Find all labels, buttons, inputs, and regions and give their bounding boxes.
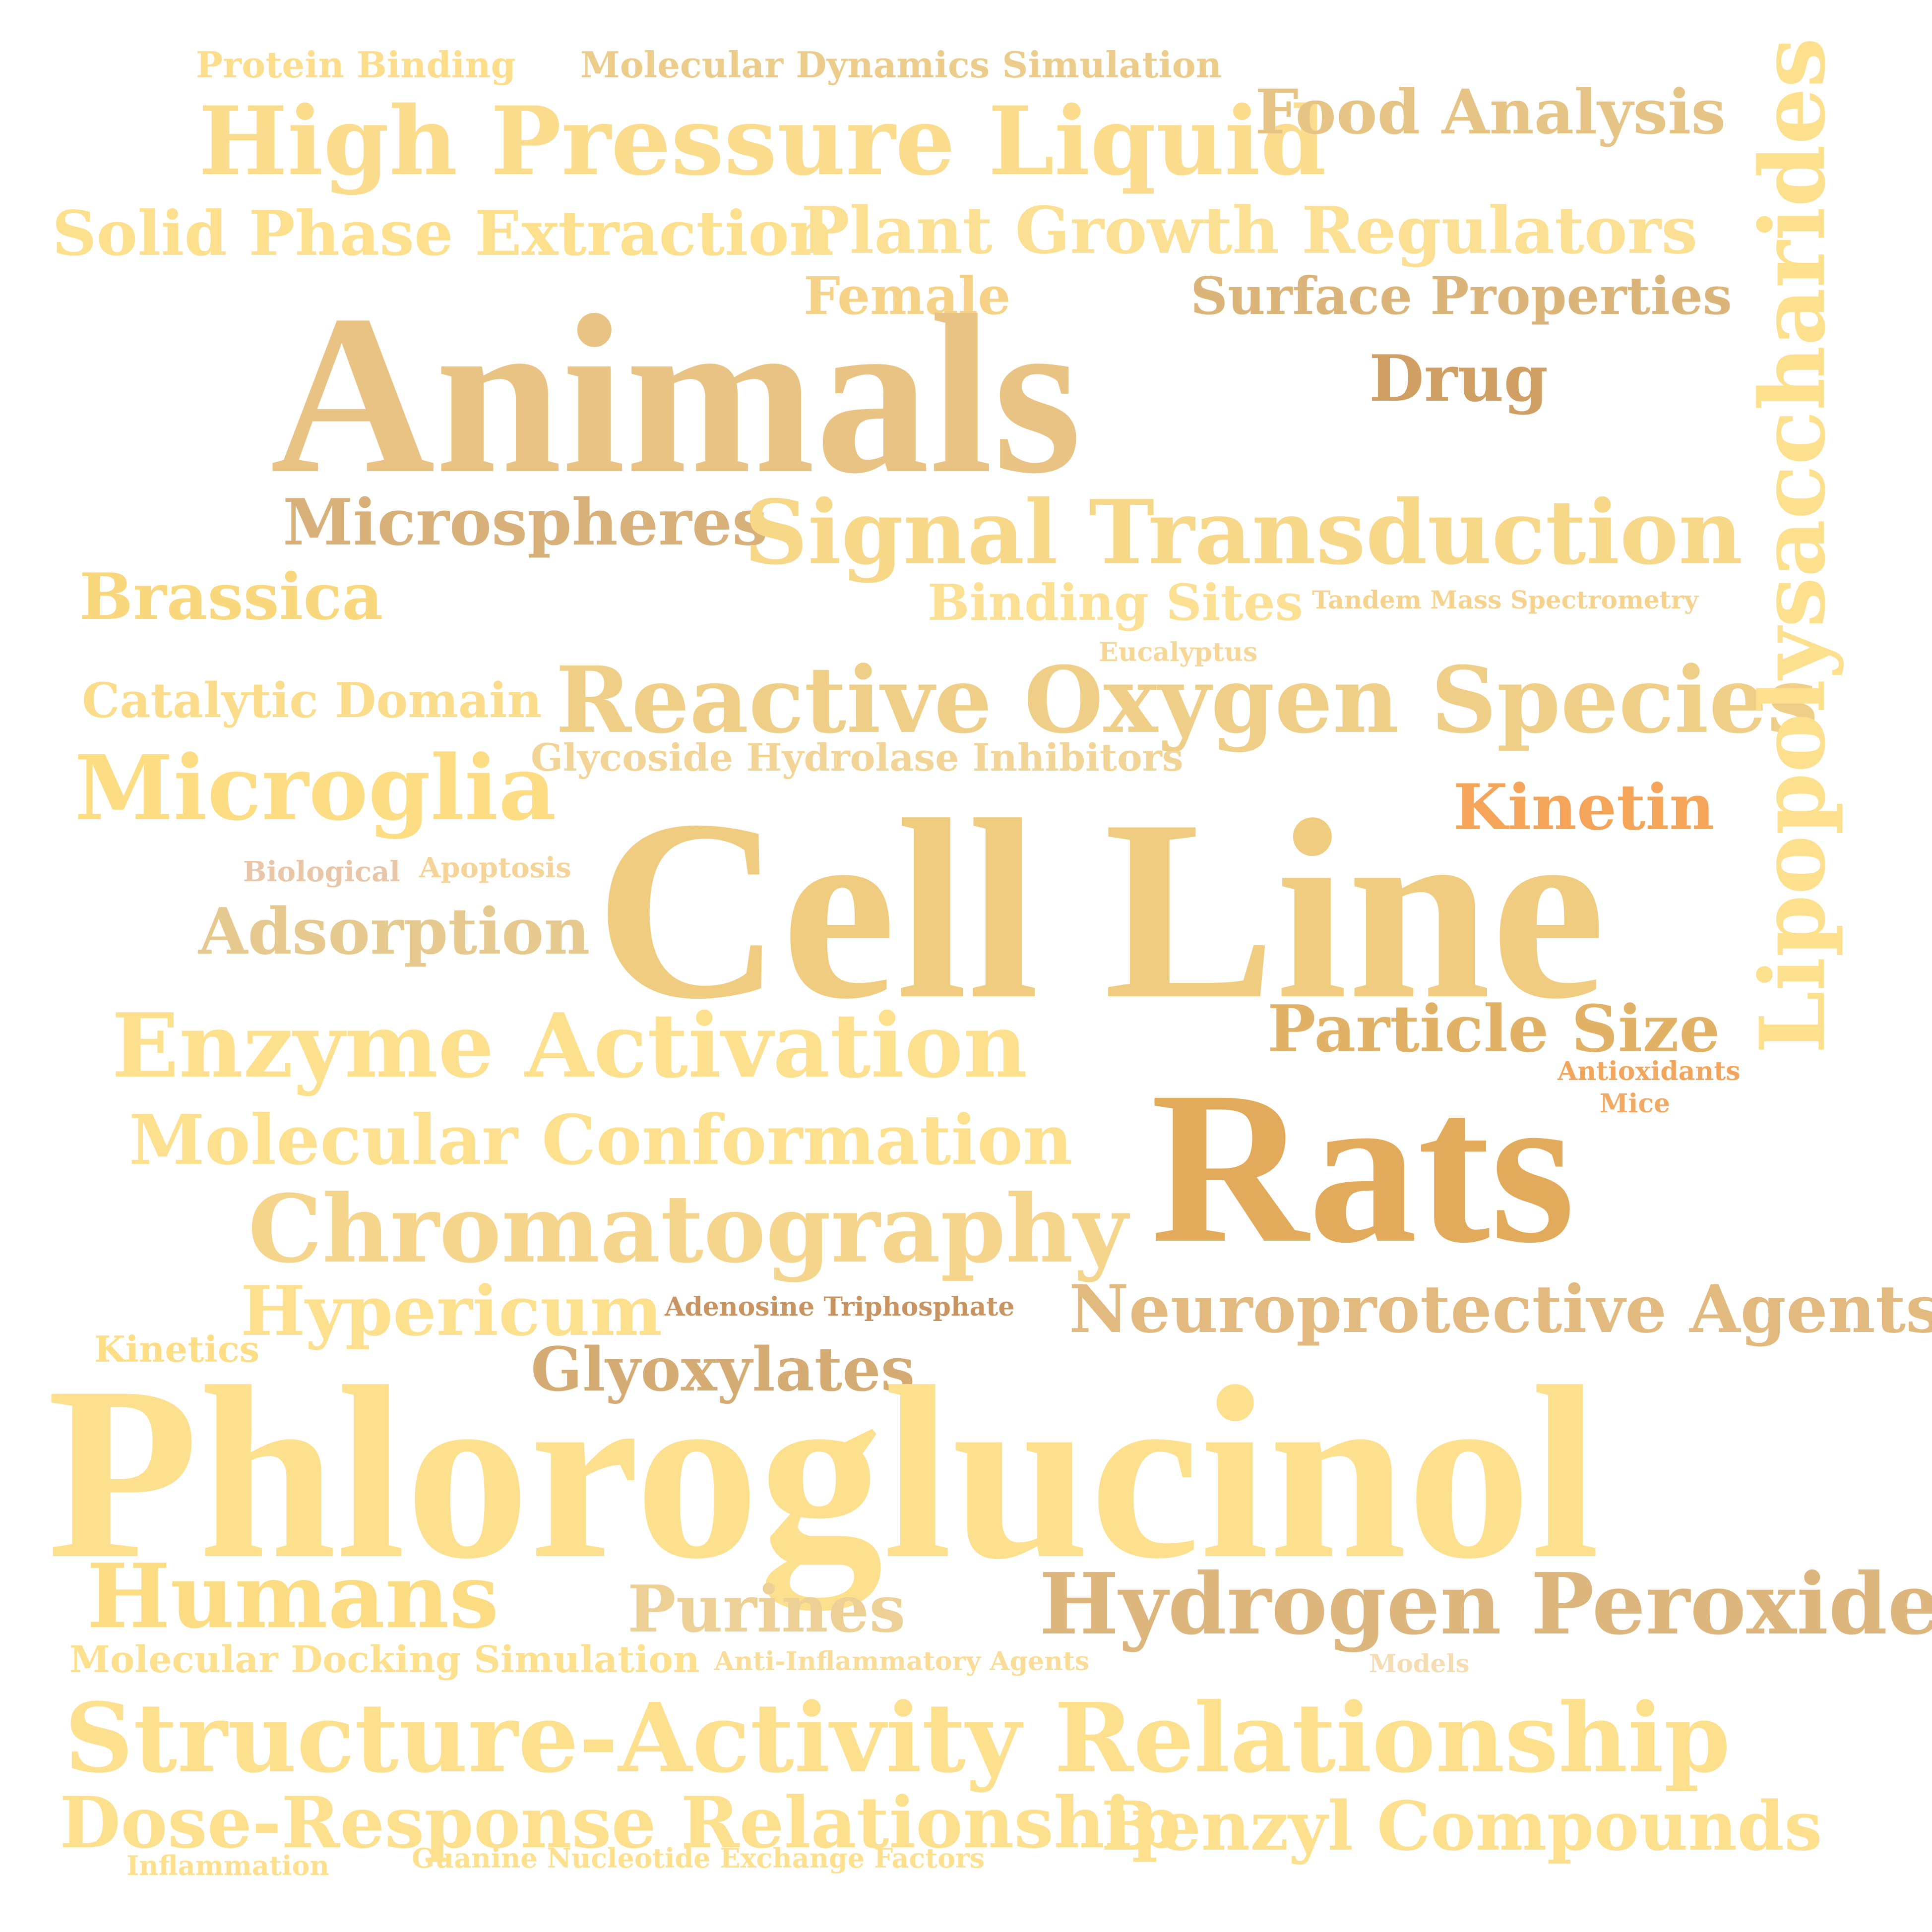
word-tandem-mass-spectrometry: Tandem Mass Spectrometry [1312, 585, 1699, 614]
word-particle-size: Particle Size [1267, 991, 1720, 1067]
word-food-analysis: Food Analysis [1255, 76, 1726, 148]
word-plant-growth-regulators: Plant Growth Regulators [801, 192, 1698, 268]
word-neuroprotective-agents: Neuroprotective Agents [1069, 1271, 1932, 1348]
word-purines: Purines [627, 1571, 906, 1647]
word-biological: Biological [243, 855, 400, 888]
word-kinetics: Kinetics [94, 1328, 260, 1370]
word-hydrogen-peroxide: Hydrogen Peroxide [1039, 1555, 1932, 1654]
word-signal-transduction: Signal Transduction [744, 481, 1743, 584]
word-inflammation: Inflammation [126, 1850, 329, 1881]
word-glycoside-hydrolase-inhibitors: Glycoside Hydrolase Inhibitors [531, 735, 1184, 780]
word-phloroglucinol: Phloroglucinol [47, 1335, 1600, 1610]
word-microglia: Microglia [74, 736, 557, 841]
word-dose-response-relationship: Dose-Response Relationship [60, 1782, 1181, 1864]
word-eucalyptus: Eucalyptus [1099, 637, 1258, 667]
word-mice: Mice [1600, 1088, 1671, 1119]
word-surface-properties: Surface Properties [1190, 265, 1732, 326]
word-molecular-conformation: Molecular Conformation [129, 1099, 1073, 1180]
word-humans: Humans [87, 1544, 499, 1648]
word-kinetin: Kinetin [1453, 771, 1715, 844]
word-chromatography: Chromatography [248, 1174, 1128, 1284]
word-binding-sites: Binding Sites [928, 573, 1303, 632]
word-glyoxylates: Glyoxylates [531, 1333, 915, 1405]
word-lipopolysaccharides: Lipopolysaccharides [1741, 37, 1845, 1054]
word-protein-binding: Protein Binding [196, 44, 516, 86]
word-structure-activity-relationship: Structure-Activity Relationship [64, 1683, 1731, 1794]
word-benzyl-compounds: Benzyl Compounds [1101, 1787, 1822, 1866]
word-molecular-dynamics-simulation: Molecular Dynamics Simulation [580, 44, 1222, 86]
word-adsorption: Adsorption [198, 895, 590, 969]
word-reactive-oxygen-species: Reactive Oxygen Species [556, 647, 1818, 754]
word-hypericum: Hypericum [241, 1270, 663, 1351]
word-catalytic-domain: Catalytic Domain [82, 672, 542, 728]
word-models: Models [1369, 1649, 1470, 1678]
word-anti-inflammatory-agents: Anti-Inflammatory Agents [714, 1646, 1090, 1677]
word-brassica: Brassica [79, 560, 383, 634]
word-adenosine-triphosphate: Adenosine Triphosphate [665, 1292, 1015, 1322]
word-antioxidants: Antioxidants [1558, 1056, 1741, 1087]
word-solid-phase-extraction: Solid Phase Extraction [52, 198, 834, 270]
word-enzyme-activation: Enzyme Activation [112, 994, 1028, 1097]
word-female: Female [804, 265, 1011, 326]
word-apoptosis: Apoptosis [419, 851, 571, 884]
word-drug: Drug [1369, 342, 1548, 416]
word-guanine-nucleotide-exchange-factors: Guanine Nucleotide Exchange Factors [412, 1842, 985, 1874]
word-cell-line: Cell Line [595, 767, 1606, 1052]
word-animals: Animals [270, 268, 1082, 521]
word-microspheres: Microspheres [283, 485, 768, 560]
word-high-pressure-liquid: High Pressure Liquid [198, 86, 1326, 196]
word-molecular-docking-simulation: Molecular Docking Simulation [69, 1638, 700, 1681]
word-rats: Rats [1151, 1047, 1575, 1288]
